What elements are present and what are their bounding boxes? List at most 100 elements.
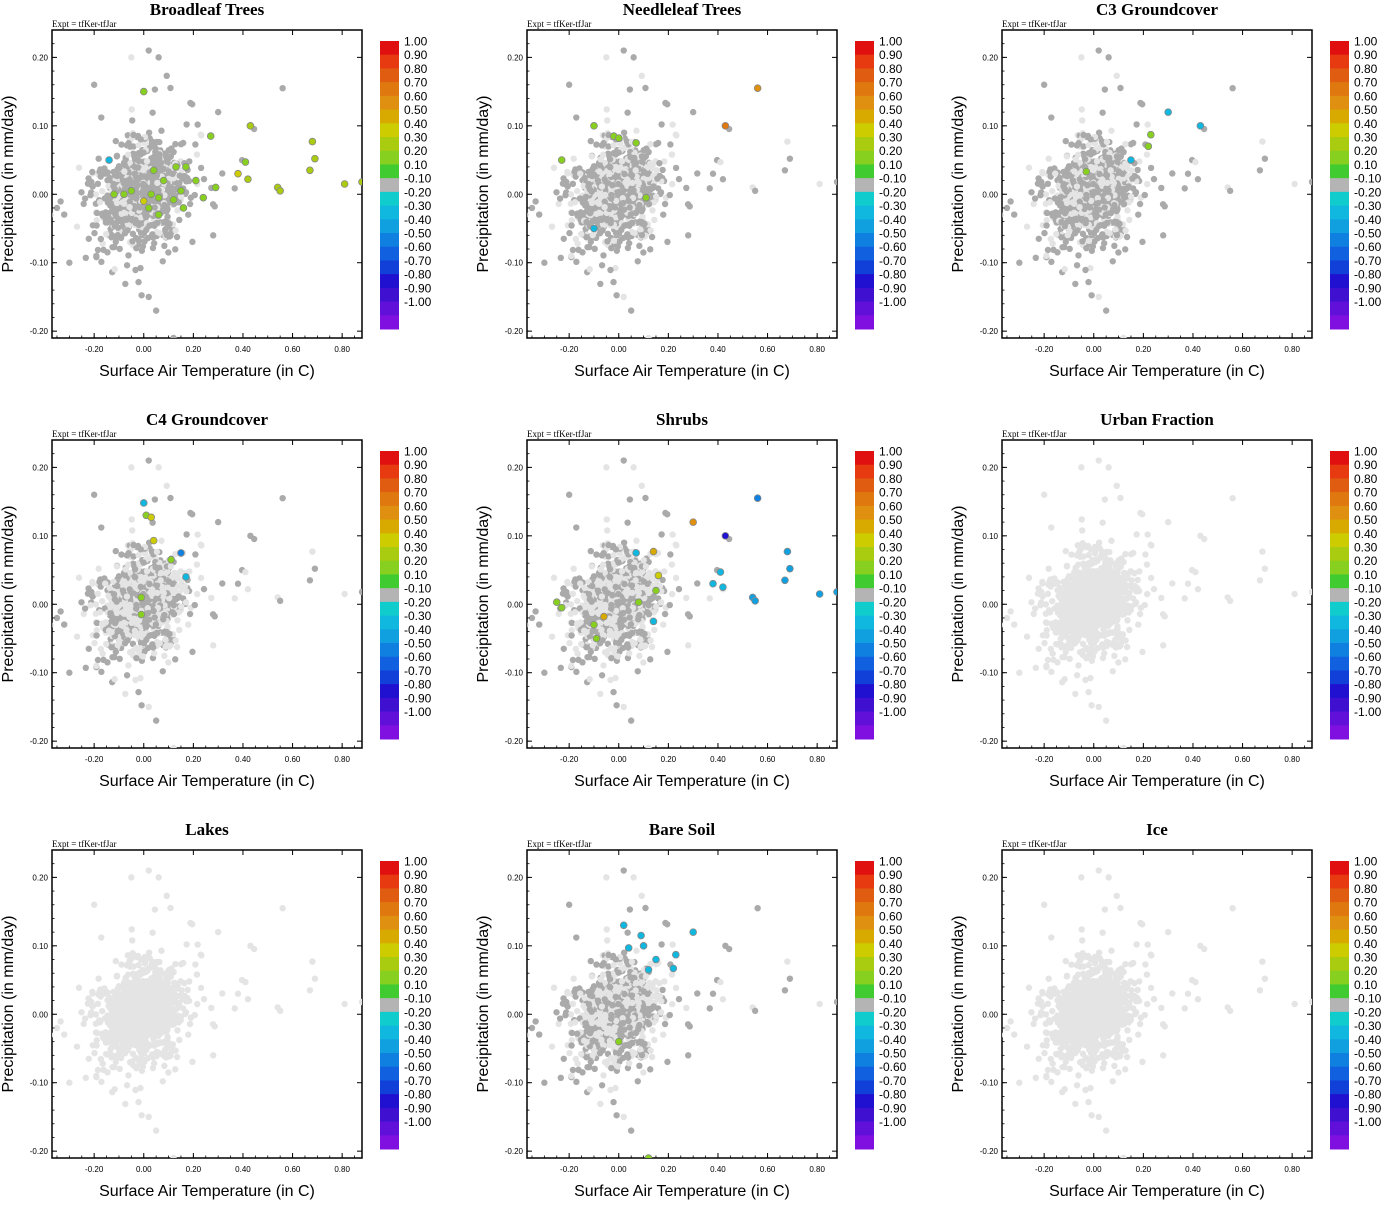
background-point (1128, 193, 1134, 199)
data-point (615, 135, 622, 142)
highlight-point (1004, 205, 1010, 211)
highlight-point (1309, 179, 1315, 185)
highlight-point (636, 243, 642, 249)
background-point (1192, 159, 1198, 165)
data-point (128, 187, 135, 194)
colorbar-segment (1330, 96, 1349, 110)
highlight-point (1057, 194, 1063, 200)
background-point (164, 483, 170, 489)
highlight-point (570, 247, 576, 253)
colorbar-label: -0.60 (879, 240, 907, 254)
highlight-point (54, 615, 60, 621)
colorbar-segment (855, 164, 874, 178)
highlight-point (608, 192, 614, 198)
background-point (604, 106, 610, 112)
highlight-point (95, 181, 101, 187)
background-point (1052, 170, 1058, 176)
colorbar-segment (1330, 192, 1349, 206)
colorbar-segment (1330, 206, 1349, 220)
highlight-point (189, 101, 195, 107)
background-point (87, 602, 93, 608)
colorbar-label: -0.10 (879, 172, 907, 186)
colorbar: 1.000.900.800.700.600.500.400.300.200.10… (855, 35, 907, 330)
highlight-point (1083, 245, 1089, 251)
highlight-point (613, 292, 619, 298)
background-point (194, 561, 200, 567)
colorbar-segment (855, 55, 874, 69)
highlight-point (536, 211, 542, 217)
highlight-point (132, 574, 138, 580)
highlight-point (133, 602, 139, 608)
colorbar-segment (855, 123, 874, 137)
highlight-point (1095, 200, 1101, 206)
highlight-point (557, 195, 563, 201)
highlight-point (1115, 249, 1121, 255)
highlight-point (553, 189, 559, 195)
background-point (1092, 164, 1098, 170)
highlight-point (529, 205, 535, 211)
highlight-point (78, 599, 84, 605)
highlight-point (612, 204, 618, 210)
background-point (161, 653, 167, 659)
highlight-point (621, 171, 627, 177)
highlight-point (167, 495, 173, 501)
highlight-point (579, 249, 585, 255)
highlight-point (673, 165, 679, 171)
background-point (126, 204, 132, 210)
highlight-point (1045, 181, 1051, 187)
highlight-point (629, 172, 635, 178)
background-point (717, 159, 723, 165)
highlight-point (653, 141, 659, 147)
background-point (198, 132, 204, 138)
highlight-point (659, 167, 665, 173)
background-point (183, 599, 189, 605)
y-tick-label: 0.20 (32, 53, 48, 62)
background-point (95, 591, 101, 597)
highlight-point (566, 230, 572, 236)
background-point (111, 266, 117, 272)
data-point (309, 138, 316, 145)
highlight-point (152, 86, 158, 92)
background-point (1065, 232, 1071, 238)
highlight-point (628, 211, 634, 217)
colorbar-label: 0.10 (1354, 158, 1378, 172)
highlight-point (1118, 153, 1124, 159)
highlight-point (664, 239, 670, 245)
highlight-point (633, 160, 639, 166)
highlight-point (566, 82, 572, 88)
highlight-point (113, 138, 119, 144)
highlight-point (47, 622, 53, 628)
y-tick-label: 0.10 (32, 532, 48, 541)
colorbar-segment (1330, 315, 1349, 329)
highlight-point (104, 249, 110, 255)
background-point (164, 623, 170, 629)
background-point (577, 170, 583, 176)
highlight-point (158, 160, 164, 166)
highlight-point (219, 170, 225, 176)
background-point (158, 570, 164, 576)
y-tick-label: 0.10 (982, 122, 998, 131)
highlight-point (1162, 203, 1168, 209)
x-tick-label: 0.60 (1235, 345, 1251, 354)
highlight-point (562, 192, 568, 198)
highlight-point (130, 542, 136, 548)
highlight-point (1117, 85, 1123, 91)
highlight-point (154, 582, 160, 588)
highlight-point (615, 243, 621, 249)
background-point (128, 464, 134, 470)
background-point (635, 178, 641, 184)
highlight-point (658, 189, 664, 195)
highlight-point (1084, 182, 1090, 188)
highlight-point (98, 259, 104, 265)
highlight-point (160, 258, 166, 264)
data-point (140, 88, 147, 95)
highlight-point (1048, 259, 1054, 265)
highlight-point (624, 109, 630, 115)
data-point (311, 155, 318, 162)
highlight-point (658, 121, 664, 127)
highlight-point (1182, 185, 1188, 191)
data-point (633, 140, 640, 147)
highlight-point (568, 222, 574, 228)
x-tick-label: -0.20 (85, 755, 104, 764)
colorbar-segment (855, 110, 874, 124)
